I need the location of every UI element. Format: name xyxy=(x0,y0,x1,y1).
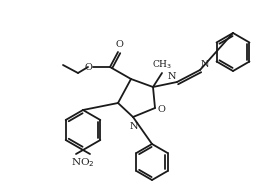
Text: N: N xyxy=(168,72,176,81)
Text: CH$_3$: CH$_3$ xyxy=(152,58,172,71)
Text: O: O xyxy=(158,104,166,113)
Text: N: N xyxy=(201,60,210,69)
Text: O: O xyxy=(115,40,123,49)
Text: NO$_2$: NO$_2$ xyxy=(71,156,95,169)
Text: O: O xyxy=(84,63,92,71)
Text: N: N xyxy=(130,122,138,131)
